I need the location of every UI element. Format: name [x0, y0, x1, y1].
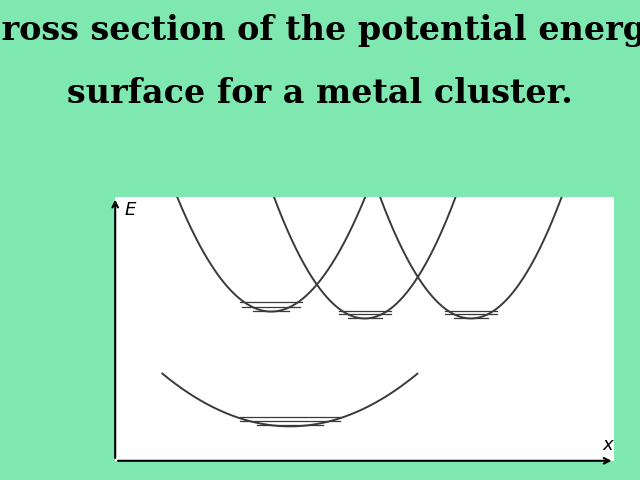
Text: x: x — [603, 436, 614, 454]
Text: Cross section of the potential energy: Cross section of the potential energy — [0, 14, 640, 48]
Text: surface for a metal cluster.: surface for a metal cluster. — [67, 77, 573, 110]
Text: E: E — [125, 202, 136, 219]
